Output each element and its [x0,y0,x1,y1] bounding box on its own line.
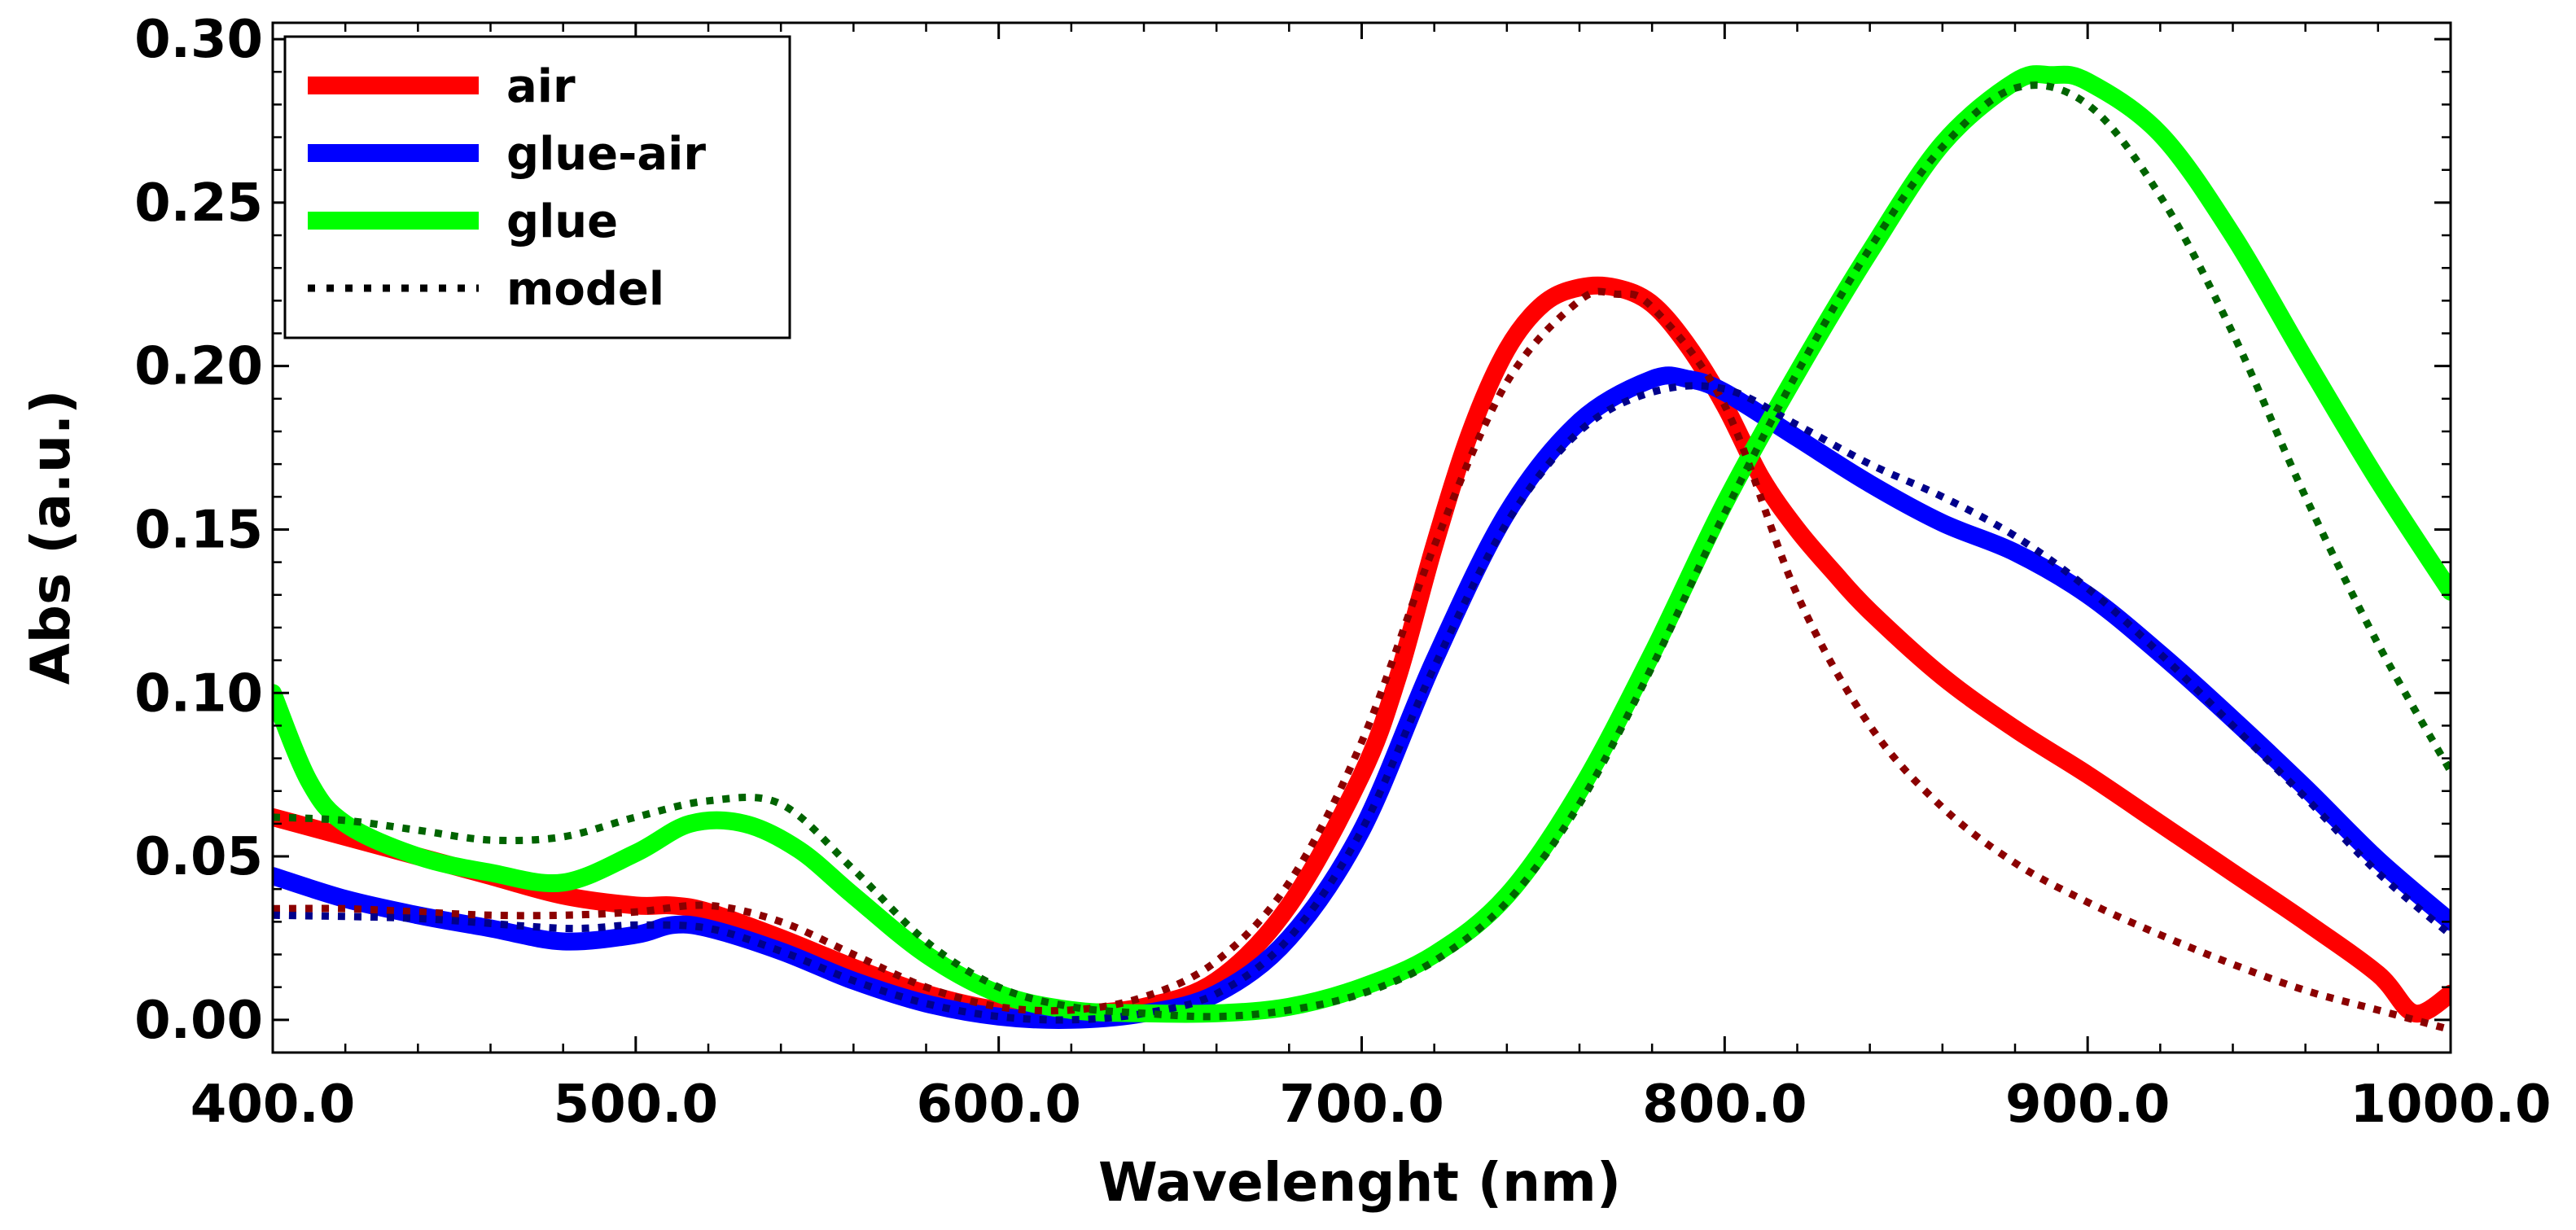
model-line-glue-air [273,382,2451,1024]
x-tick-label: 800.0 [1642,1075,1807,1135]
y-tick-label: 0.20 [134,337,263,397]
y-tick-label: 0.30 [134,10,263,70]
y-tick-label: 0.10 [134,663,263,724]
series-layer [273,65,2451,1034]
y-tick-label: 0.25 [134,173,263,234]
legend-label-model: model [506,263,664,316]
x-tick-label: 1000.0 [2350,1075,2552,1135]
x-tick-label: 900.0 [2005,1075,2170,1135]
y-tick-label: 0.05 [134,827,263,887]
x-tick-label: 500.0 [554,1075,718,1135]
x-tick-label: 700.0 [1279,1075,1444,1135]
series-line-glue-air [273,366,2451,1029]
x-tick-label: 600.0 [916,1075,1080,1135]
series-line-air [273,276,2451,1023]
model-line-air [273,287,2451,1034]
legend: air glue-air glue model [283,35,791,339]
series-line-glue [273,65,2451,1023]
y-tick-label: 0.15 [134,500,263,560]
y-axis-title: Abs (a.u.) [20,390,82,685]
legend-label-glue-air: glue-air [506,128,706,181]
legend-label-glue: glue [506,195,618,248]
model-line-glue [273,81,2451,1021]
legend-label-air: air [506,60,576,113]
x-axis-title: Wavelenght (nm) [1098,1151,1621,1214]
ticks-layer: 400.0 500.0 600.0 700.0 800.0 900.0 1000.0 0.00… [134,10,2551,1135]
y-tick-label: 0.00 [134,991,263,1051]
x-tick-label: 400.0 [191,1075,355,1135]
